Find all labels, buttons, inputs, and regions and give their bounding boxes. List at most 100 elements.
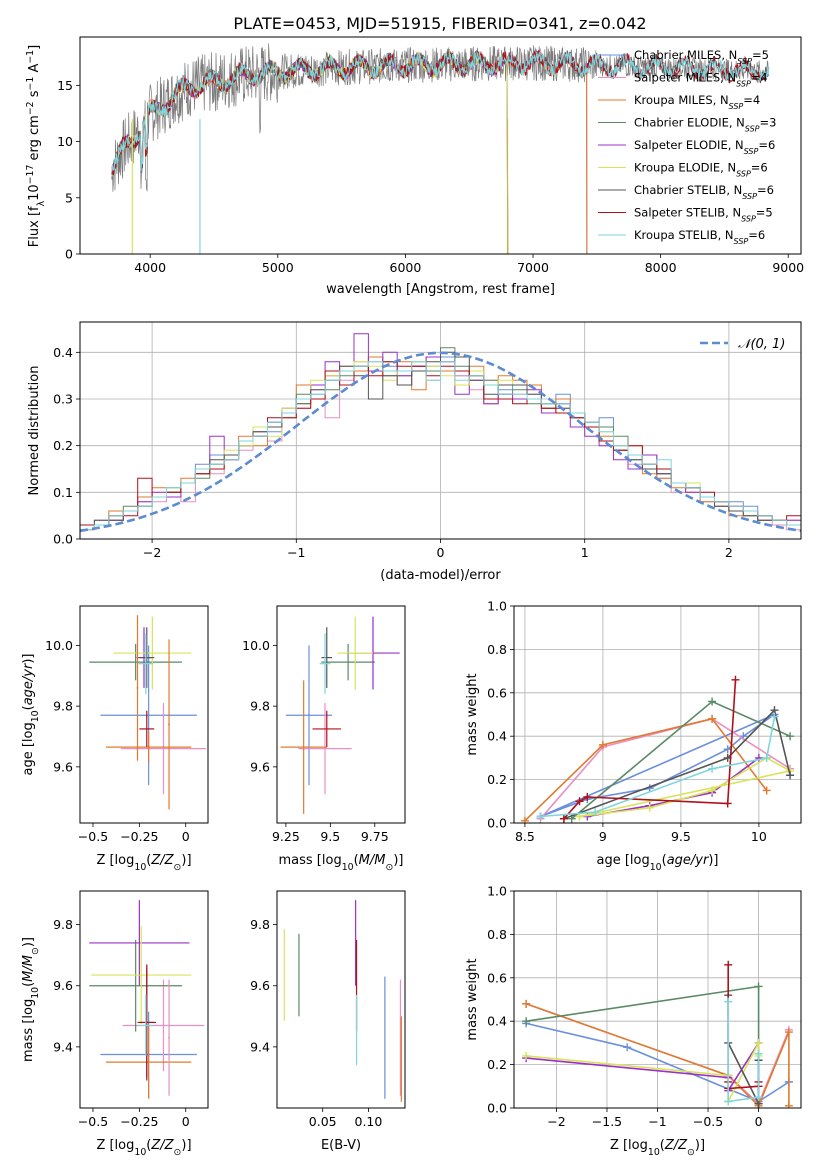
y-tick-label: 0.4 [53,345,73,360]
label-part: Z/Z [150,1138,174,1153]
y-tick-label: 9.6 [250,978,270,993]
weight-marker [784,1028,793,1037]
y-tick-label: 0.6 [487,970,507,985]
label-part: )] [708,853,718,868]
label-part: age/yr [667,853,710,868]
label-part: )] [21,937,36,947]
x-tick-label: −0.25 [120,829,158,844]
axes-frame [79,321,802,540]
label-part: Z [log [610,1138,648,1153]
label-part: 10 [134,862,146,873]
y-tick-label: 0.4 [487,1014,507,1029]
legend-label-part: Chabrier MILES, N [634,48,737,62]
label-part: Z [log [96,853,134,868]
label-part: ( [146,853,151,868]
label-part: −1 [25,77,36,91]
label-part: −2 [25,101,36,115]
weight-marker [575,797,584,806]
x-axis-label: Z [log10(Z/Z⊙)] [96,1138,191,1158]
x-axis-label: mass [log10(M/M⊙)] [279,853,404,873]
x-tick-label: −0.5 [78,829,108,844]
weight-marker [754,753,763,762]
y-tick-label: 9.8 [250,699,270,714]
y-tick-label: 9.8 [53,699,73,714]
legend-label-part: SSP [744,147,759,156]
legend-label-part: =6 [751,161,768,175]
legend-label-part: Chabrier ELODIE, N [634,116,745,130]
label-part: ( [662,853,667,868]
weight-marker [762,786,771,795]
y-tick-label: 9.4 [250,1039,270,1054]
y-tick-label: 1.0 [487,884,507,899]
x-axis-label: age [log10(age/yr)] [596,853,718,873]
axes-spectrum: 4000 5000 6000 7000 8000 9000 0 5 10 15 Chabrier M… [25,36,804,297]
legend-label-part: =6 [757,183,774,197]
x-tick-label: 9.25 [272,829,300,844]
axes-frame [79,890,209,1109]
label-part: 10 [30,987,41,999]
weight-line [563,679,737,820]
weight-marker [754,1093,763,1102]
weight-marker [754,1038,763,1047]
errorbar-point-chabrier-stelib [321,627,333,688]
legend-label-part: SSP [729,102,744,111]
errorbar-point-chabrier-elodie [89,939,183,1032]
y-tick-label: 9.6 [250,759,270,774]
errorbar-point-salpeter-miles [298,703,352,795]
y-tick-label: 0.6 [487,685,507,700]
legend: 𝒩(0, 1) [700,337,785,352]
legend-label-part: SSP [745,124,760,133]
x-tick-label: 10 [751,829,767,844]
weight-marker [559,814,568,823]
weight-series-kroupa-elodie [522,1038,763,1106]
weight-marker [723,799,732,808]
weight-marker [770,712,779,721]
errorbar-point-kroupa-miles [280,680,327,814]
axes-mass_vs_Z: −0.5 −0.25 09.49.69.8Z [log10(Z/Z⊙)]mass [… [21,890,209,1158]
weight-line [524,717,768,822]
label-part: age [log [596,853,649,868]
gaussian-curve [80,351,801,533]
y-tick-label: 0.0 [487,1101,507,1116]
plot-area-age_vs_mass [280,616,400,814]
errorbar-point-salpeter-stelib [312,710,341,748]
legend-label-part: =6 [758,138,775,152]
weight-line [526,1042,760,1102]
y-tick-label: 0.8 [487,642,507,657]
weight-line [587,757,760,818]
errorbar-point-salpeter-miles [120,703,207,795]
label-part: Flux [f [27,206,42,247]
y-tick-label: 0.2 [487,772,507,787]
axes-frame [276,890,406,1109]
axes-frame [79,605,209,824]
legend-label-part: Kroupa MILES, N [634,93,729,107]
x-tick-label: 9000 [772,260,804,275]
axes-residuals: −2 −1 0 1 2 0.0 0.1 0.2 0.3 0.4 𝒩(0, 1) (data-model… [27,321,802,583]
errorbar-point-chabrier-stelib [139,627,155,688]
errorbar-point-salpeter-miles [122,979,205,1072]
x-tick-label: 0.05 [309,1114,337,1129]
weight-marker [724,1097,733,1106]
legend-label: Salpeter ELODIE, NSSP=6 [634,138,775,156]
weight-marker [708,697,717,706]
weight-marker [786,732,795,741]
x-axis-label: (data-model)/error [380,568,501,583]
legend-label-part: Salpeter STELIB, N [634,206,741,220]
weight-marker [724,960,733,969]
weight-series-kroupa-miles [520,714,771,823]
x-tick-label: 8.5 [515,829,535,844]
x-tick-label: 4000 [134,260,166,275]
x-axis-label: Z [log10(Z/Z⊙)] [96,853,191,873]
errorbar-point-chabrier-miles [100,645,197,786]
weight-marker [708,786,717,795]
label-part: ( [21,705,36,710]
errorbar-point-kroupa-elodie [91,926,192,1024]
errorbar-point-kroupa-miles [168,639,170,810]
x-tick-label: 2 [725,545,733,560]
y-tick-label: 9.8 [53,917,73,932]
y-tick-label: 1.0 [487,599,507,614]
plot-area-mass_weight_vs_age [520,675,795,823]
y-tick-label: 10.0 [45,638,73,653]
legend-label: Kroupa MILES, NSSP=4 [634,93,760,111]
label-part: mass [log [21,999,36,1062]
